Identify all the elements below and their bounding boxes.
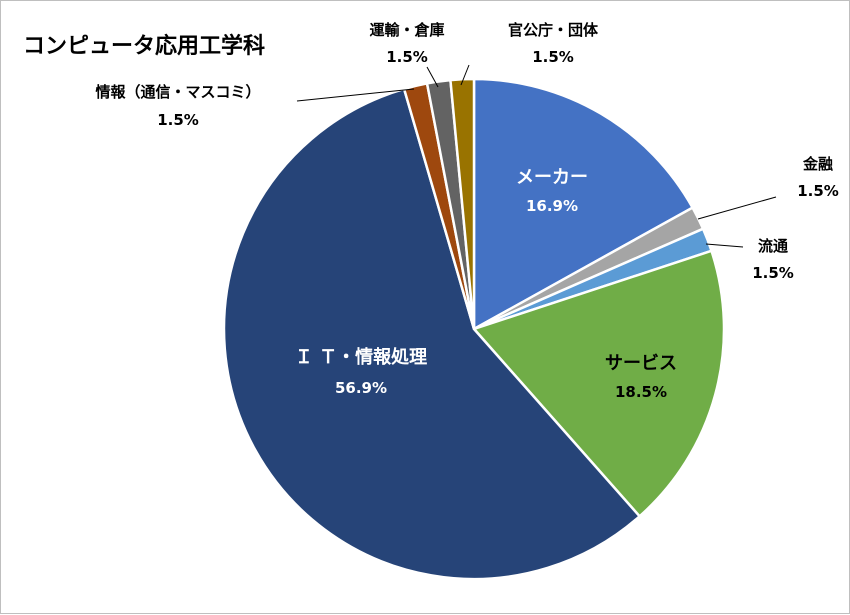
- slice-value-label: 1.5%: [386, 48, 428, 66]
- slice-value-label: 56.9%: [335, 379, 387, 397]
- data-label-2: 流通 1.5%: [752, 237, 794, 282]
- slice-name-label: 運輸・倉庫: [369, 21, 444, 39]
- data-label-3: サービス 18.5%: [605, 353, 677, 401]
- slice-value-label: 1.5%: [532, 48, 574, 66]
- data-label-1: 金融 1.5%: [797, 155, 839, 200]
- pie-slice-7: [449, 77, 476, 330]
- data-label-7: 官公庁・団体 1.5%: [508, 21, 599, 66]
- slice-name-label: 情報（通信・マスコミ）: [95, 83, 260, 101]
- leader-line-1: [697, 196, 777, 220]
- data-label-4: Ｉ Ｔ・情報処理 56.9%: [295, 346, 427, 397]
- leader-lines: [296, 64, 777, 248]
- data-label-0: メーカー 16.9%: [516, 167, 588, 215]
- slice-name-label: 流通: [758, 237, 788, 255]
- slice-name-label: 金融: [802, 155, 833, 173]
- pie-slices: [222, 77, 726, 581]
- pie-slice-3: [471, 249, 726, 519]
- data-labels: メーカー 16.9% 金融 1.5% 流通 1.5% サービス 18.5% Ｉ Ｔ・情報処理 56…: [95, 21, 838, 401]
- slice-value-label: 1.5%: [797, 182, 839, 200]
- leader-line-6: [426, 66, 439, 88]
- slice-value-label: 1.5%: [157, 111, 199, 129]
- data-label-6: 運輸・倉庫 1.5%: [369, 21, 444, 66]
- pie-slice-0: [472, 77, 695, 332]
- data-label-5: 情報（通信・マスコミ） 1.5%: [95, 83, 260, 129]
- slice-name-label: サービス: [605, 353, 677, 374]
- slice-value-label: 1.5%: [752, 264, 794, 282]
- slice-name-label: 官公庁・団体: [508, 21, 599, 39]
- slice-value-label: 18.5%: [615, 383, 667, 401]
- pie-slice-4: [222, 87, 642, 581]
- slice-value-label: 16.9%: [526, 197, 578, 215]
- slice-name-label: メーカー: [516, 167, 588, 188]
- leader-line-5: [296, 88, 415, 102]
- slice-name-label: Ｉ Ｔ・情報処理: [295, 346, 427, 368]
- chart-title: コンピュータ応用工学科: [23, 33, 265, 59]
- leader-line-2: [705, 243, 744, 248]
- leader-line-7: [460, 64, 470, 86]
